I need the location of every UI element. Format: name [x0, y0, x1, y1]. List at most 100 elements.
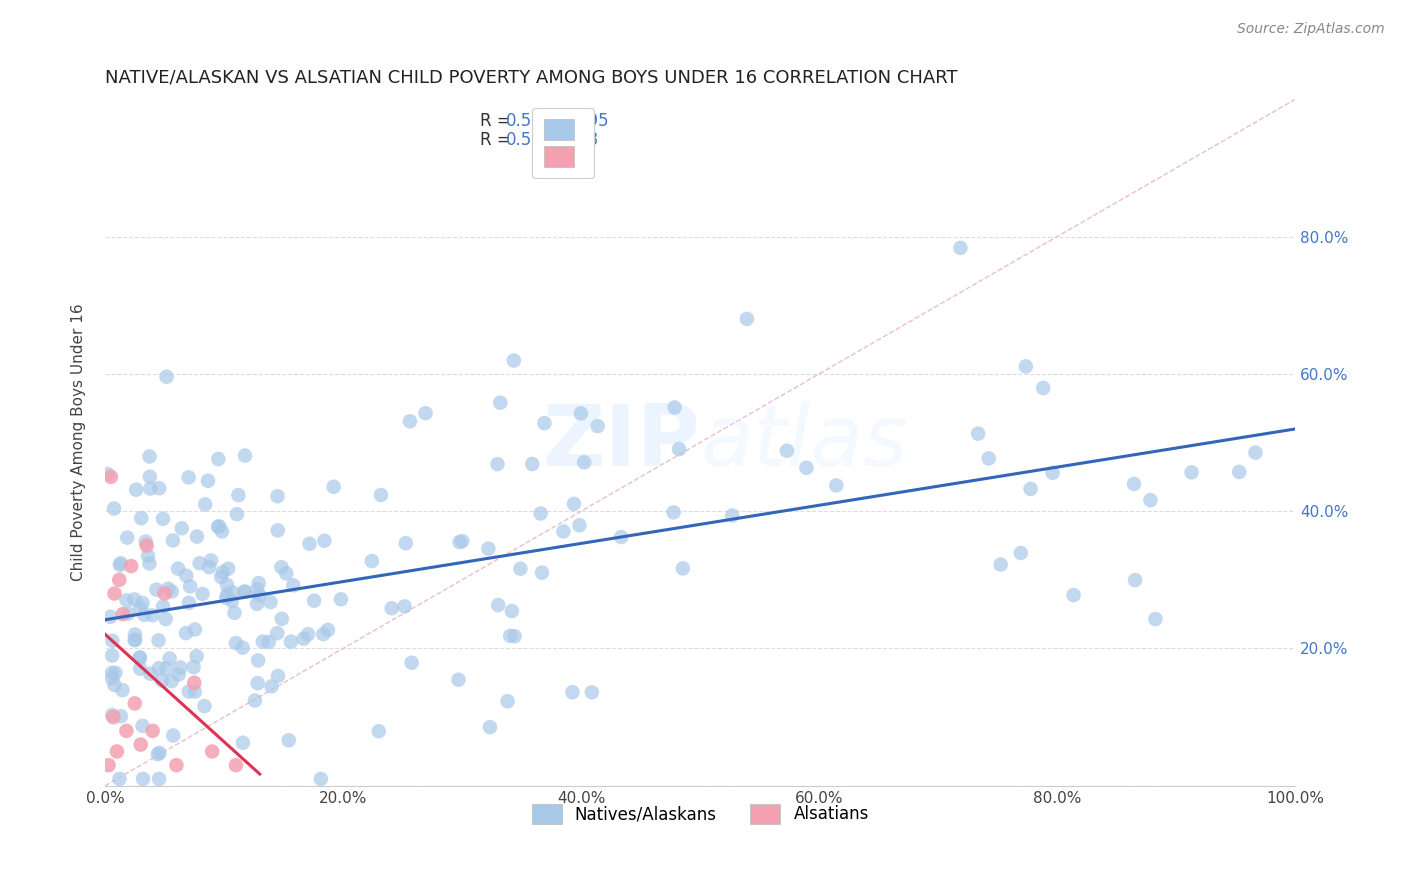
Point	[233, 449, 256, 463]
Point	[1019, 482, 1042, 496]
Point	[134, 607, 156, 622]
Point	[1227, 465, 1250, 479]
Point	[101, 672, 124, 686]
Point	[243, 693, 266, 707]
Point	[141, 608, 163, 623]
Point	[186, 649, 208, 664]
Point	[553, 524, 575, 539]
Point	[103, 710, 125, 724]
Text: R =: R =	[479, 131, 516, 149]
Point	[217, 588, 239, 602]
Point	[1063, 588, 1085, 602]
Point	[148, 772, 170, 786]
Point	[949, 241, 972, 255]
Point	[503, 629, 526, 643]
Point	[499, 629, 522, 643]
Point	[302, 593, 325, 607]
Point	[1123, 477, 1146, 491]
Text: 0.569: 0.569	[506, 112, 554, 130]
Point	[233, 584, 256, 599]
Point	[209, 570, 232, 584]
Point	[260, 679, 283, 693]
Point	[177, 596, 200, 610]
Point	[188, 556, 211, 570]
Point	[266, 489, 288, 503]
Point	[568, 518, 591, 533]
Point	[247, 653, 270, 667]
Point	[129, 738, 152, 752]
Point	[129, 601, 152, 615]
Point	[148, 633, 170, 648]
Point	[477, 541, 499, 556]
Point	[522, 457, 544, 471]
Point	[138, 450, 160, 464]
Point	[662, 505, 685, 519]
Point	[131, 719, 153, 733]
Point	[191, 587, 214, 601]
Point	[1144, 612, 1167, 626]
Point	[146, 747, 169, 761]
Legend: Natives/Alaskans, Alsatians: Natives/Alaskans, Alsatians	[523, 796, 877, 832]
Point	[152, 599, 174, 614]
Point	[155, 612, 177, 626]
Point	[530, 507, 553, 521]
Point	[283, 578, 305, 592]
Point	[215, 591, 238, 605]
Point	[249, 588, 271, 602]
Text: 195: 195	[578, 112, 609, 130]
Point	[1032, 381, 1054, 395]
Point	[184, 684, 207, 698]
Point	[297, 627, 319, 641]
Point	[207, 520, 229, 534]
Point	[228, 488, 250, 502]
Point	[246, 597, 269, 611]
Point	[252, 634, 274, 648]
Point	[217, 562, 239, 576]
Point	[314, 533, 336, 548]
Point	[329, 592, 352, 607]
Point	[280, 634, 302, 648]
Point	[183, 675, 205, 690]
Point	[309, 772, 332, 786]
Point	[167, 667, 190, 681]
Text: 18: 18	[578, 131, 599, 149]
Point	[186, 530, 208, 544]
Point	[100, 470, 122, 484]
Point	[135, 539, 157, 553]
Point	[796, 460, 818, 475]
Point	[247, 576, 270, 591]
Point	[292, 632, 315, 646]
Point	[142, 723, 165, 738]
Point	[128, 650, 150, 665]
Point	[509, 562, 531, 576]
Text: Source: ZipAtlas.com: Source: ZipAtlas.com	[1237, 22, 1385, 37]
Point	[447, 673, 470, 687]
Point	[125, 483, 148, 497]
Point	[225, 636, 247, 650]
Point	[131, 596, 153, 610]
Point	[124, 632, 146, 647]
Point	[776, 443, 799, 458]
Point	[533, 416, 555, 430]
Point	[160, 674, 183, 689]
Point	[668, 442, 690, 456]
Point	[176, 568, 198, 582]
Point	[197, 474, 219, 488]
Point	[152, 512, 174, 526]
Point	[267, 524, 290, 538]
Point	[129, 662, 152, 676]
Point	[415, 406, 437, 420]
Point	[129, 511, 152, 525]
Point	[394, 599, 416, 614]
Point	[124, 627, 146, 641]
Point	[399, 414, 422, 428]
Point	[370, 488, 392, 502]
Point	[160, 584, 183, 599]
Point	[198, 560, 221, 574]
Point	[157, 582, 180, 596]
Point	[1042, 466, 1064, 480]
Point	[449, 535, 471, 549]
Point	[128, 651, 150, 665]
Point	[246, 676, 269, 690]
Point	[322, 480, 344, 494]
